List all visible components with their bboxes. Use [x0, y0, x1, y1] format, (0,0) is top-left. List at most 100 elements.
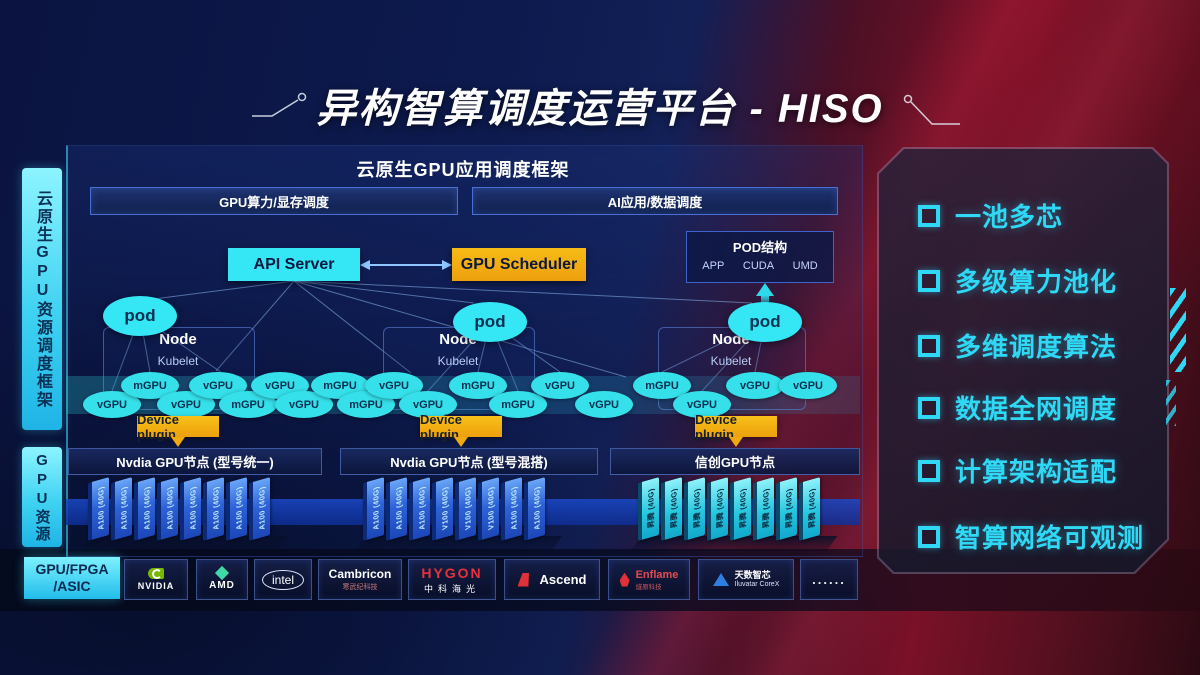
feature-panel — [877, 147, 1169, 574]
gpu-card: A100 (40G) — [180, 476, 201, 542]
node-type-nvidia-uniform: Nvdia GPU节点 (型号统一) — [68, 448, 322, 475]
vendor-subtitle: 燧原科技 — [635, 583, 662, 591]
framework-header: 云原生GPU应用调度框架 — [356, 160, 570, 180]
gpu-card: 昇腾 (40G) — [730, 476, 751, 542]
device-plugin-2: Device plugin — [420, 412, 502, 447]
feature-label: 计算架构适配 — [955, 457, 1118, 487]
hardware-label-line1: GPU/FPGA — [35, 560, 109, 577]
node-label-1: Node — [159, 331, 197, 348]
square-bullet-icon — [918, 204, 940, 227]
device-plugin-3: Device plugin — [695, 412, 777, 447]
gpu-ellipse: vGPU — [726, 372, 784, 399]
vendor-subtitle: Iluvatar CoreX — [734, 580, 780, 588]
vendor-tile-nvidia: NVIDIA — [124, 559, 188, 600]
connection-lines — [111, 260, 766, 392]
amd-logo-icon — [214, 565, 230, 581]
rail-gpu-resources: GPU资源 — [22, 447, 62, 547]
vendor-subtitle: 中科海光 — [423, 583, 480, 594]
vendor-name: HYGON — [421, 564, 483, 581]
gpu-scheduler-box: GPU Scheduler — [452, 248, 586, 281]
gpu-card: 昇腾 (40G) — [661, 476, 682, 542]
vendor-name: AMD — [209, 580, 235, 591]
gpu-card: 昇腾 (40G) — [684, 476, 705, 542]
vendor-tile-more: ...... — [800, 559, 858, 600]
ascend-logo-icon — [517, 572, 530, 587]
feature-item: 计算架构适配 — [918, 452, 1117, 489]
gpu-ellipse: vGPU — [399, 391, 457, 418]
square-bullet-icon — [918, 269, 940, 292]
vendor-name: NVIDIA — [137, 581, 175, 591]
feature-item: 智算网络可观测 — [918, 518, 1144, 555]
gpu-card: A100 (40G) — [501, 476, 522, 542]
vendor-name: 天数智芯 — [734, 569, 771, 580]
gpu-card: V100 (40G) — [455, 476, 476, 542]
gpu-ellipse: mGPU — [489, 391, 547, 418]
square-bullet-icon — [918, 396, 940, 419]
gpu-card: A100 (40G) — [386, 476, 407, 542]
feature-panel-inner — [879, 149, 1167, 572]
pod-ellipse-2: pod — [453, 302, 527, 342]
kubelet-label-3: Kubelet — [710, 354, 752, 368]
gpu-card: A100 (40G) — [157, 476, 178, 542]
gpu-ellipse: vGPU — [779, 372, 837, 399]
node-type-nvidia-mixed: Nvdia GPU节点 (型号混搭) — [340, 448, 598, 475]
gpu-ellipse: vGPU — [673, 391, 731, 418]
vendor-tile-hygon: HYGON 中科海光 — [408, 559, 496, 600]
kubelet-label-2: Kubelet — [437, 354, 479, 368]
vendor-tile-intel: intel — [254, 559, 312, 600]
feature-item: 多维调度算法 — [918, 327, 1117, 364]
pod-structure-title: POD结构 — [732, 240, 788, 255]
gpu-ellipse: vGPU — [575, 391, 633, 418]
vendor-name: Ascend — [539, 572, 587, 587]
pod-ellipse-1: pod — [103, 296, 177, 336]
bar-ai-data-scheduling: AI应用/数据调度 — [472, 187, 838, 215]
vendor-name: Cambricon — [328, 567, 392, 581]
feature-item: 数据全网调度 — [918, 389, 1117, 426]
gpu-card: 昇腾 (40G) — [707, 476, 728, 542]
gpu-card: 昇腾 (40G) — [638, 476, 659, 542]
feature-label: 数据全网调度 — [955, 394, 1118, 424]
page-title: 异构智算调度运营平台 - HISO — [316, 87, 884, 131]
feature-label: 多维调度算法 — [955, 332, 1118, 362]
node-type-xinchuang: 信创GPU节点 — [610, 448, 860, 475]
gpu-card: A100 (40G) — [226, 476, 247, 542]
hardware-label: GPU/FPGA /ASIC — [24, 557, 120, 599]
feature-item: 多级算力池化 — [918, 262, 1117, 299]
feature-label: 一池多芯 — [955, 202, 1064, 232]
pod-structure-item-umd: UMD — [792, 260, 818, 272]
hazard-stripes-small-icon — [1166, 380, 1176, 426]
pod-structure-item-app: APP — [702, 260, 725, 272]
vendor-tile-cambricon: Cambricon 寒武纪科技 — [318, 559, 402, 600]
square-bullet-icon — [918, 334, 940, 357]
pod-structure-item-cuda: CUDA — [742, 260, 775, 272]
iluvatar-logo-icon — [712, 573, 729, 586]
title-left-deco-icon — [252, 92, 307, 117]
api-server-box: API Server — [228, 248, 360, 281]
title-right-deco-icon — [903, 94, 960, 125]
vendor-name: Enflame — [635, 568, 679, 581]
pod-ellipse-3: pod — [728, 302, 802, 342]
vendor-tile-iluvatar: 天数智芯 Iluvatar CoreX — [698, 559, 794, 600]
vendor-tile-ascend: Ascend — [504, 559, 600, 600]
pod-structure-box: POD结构 APP CUDA UMD — [686, 231, 834, 283]
rail-cloud-native-gpu-framework: 云原生GPU资源调度框架 — [22, 168, 62, 430]
vendor-tile-enflame: Enflame 燧原科技 — [608, 559, 690, 600]
gpu-card: A100 (40G) — [524, 476, 545, 542]
vendor-name: ...... — [812, 572, 846, 587]
gpu-card: A100 (40G) — [409, 476, 430, 542]
bar-gpu-compute-scheduling: GPU算力/显存调度 — [90, 187, 458, 215]
gpu-card: A100 (40G) — [203, 476, 224, 542]
hazard-stripes-icon — [1170, 288, 1186, 372]
feature-label: 智算网络可观测 — [955, 523, 1145, 553]
square-bullet-icon — [918, 459, 940, 482]
gpu-card: A100 (40G) — [88, 476, 109, 542]
nvidia-logo-icon — [148, 568, 164, 579]
device-plugin-1: Device plugin — [137, 412, 219, 447]
enflame-logo-icon — [619, 572, 630, 587]
arrow-up-icon — [756, 283, 774, 296]
vendor-name: intel — [261, 569, 304, 590]
gpu-card: 昇腾 (40G) — [799, 476, 820, 542]
square-bullet-icon — [918, 525, 940, 548]
hardware-label-line2: /ASIC — [53, 578, 91, 594]
